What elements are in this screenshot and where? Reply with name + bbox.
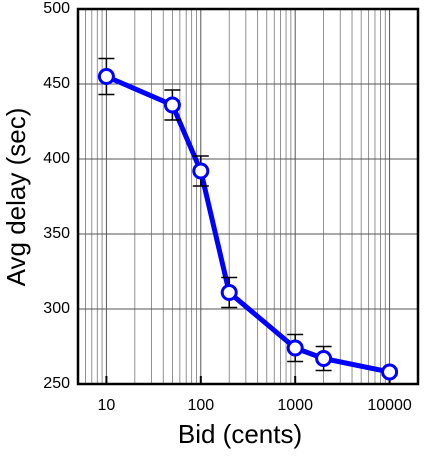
plot-frame (76, 7, 420, 386)
y-axis-label: Avg delay (sec) (1, 108, 31, 287)
data-point (381, 363, 399, 381)
y-tick-label: 500 (43, 0, 70, 17)
data-line (105, 74, 391, 375)
y-tick-label: 300 (43, 300, 70, 317)
x-tick-label: 100 (187, 397, 214, 414)
data-point (163, 96, 181, 114)
x-tick-label: 10 (98, 397, 116, 414)
y-tick-label: 350 (43, 225, 70, 242)
data-point (315, 350, 333, 367)
data-point (192, 162, 210, 180)
x-tick-label: 10000 (367, 397, 412, 414)
data-point (97, 68, 115, 85)
y-tick-label: 400 (43, 150, 70, 167)
x-axis-label: Bid (cents) (178, 419, 302, 449)
data-point (220, 284, 238, 301)
y-tick-label: 250 (43, 375, 70, 392)
x-tick-label: 1000 (277, 397, 313, 414)
data-point (286, 339, 304, 357)
y-tick-label: 450 (43, 75, 70, 92)
